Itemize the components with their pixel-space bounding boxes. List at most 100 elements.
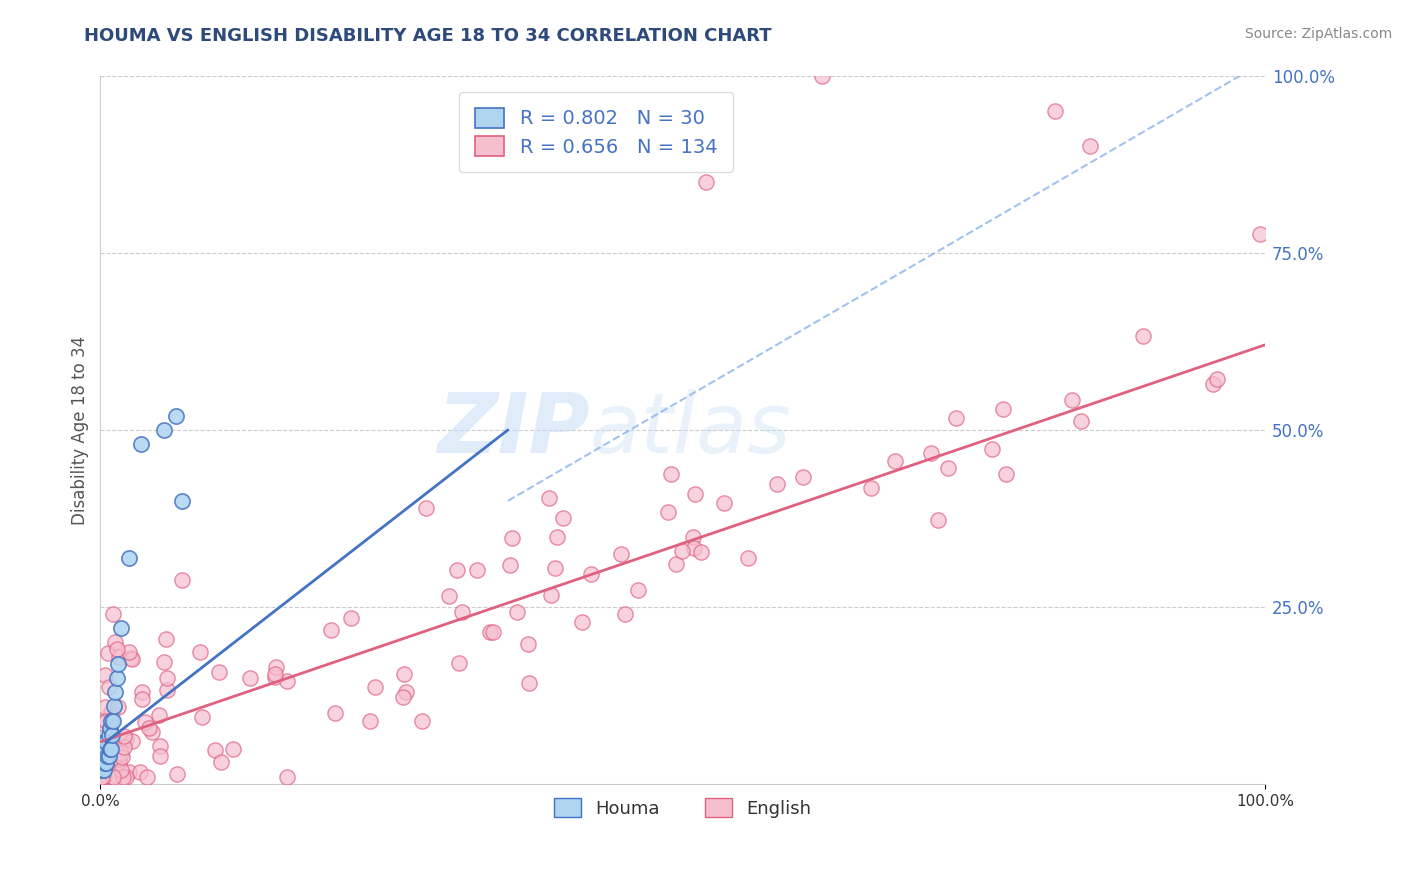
Point: [94, 714, 117, 728]
Point: [100, 742, 122, 756]
Point: [110, 750, 132, 764]
Point: [131, 691, 153, 706]
Point: [108, 755, 131, 769]
Point: [101, 728, 124, 742]
Point: [90, 764, 112, 778]
Point: [540, 588, 562, 602]
Point: [107, 649, 129, 664]
Point: [446, 563, 468, 577]
Point: [981, 442, 1004, 457]
Point: [104, 635, 127, 649]
Point: [141, 724, 163, 739]
Point: [104, 744, 127, 758]
Point: [93, 749, 115, 764]
Point: [945, 411, 967, 425]
Point: [134, 715, 156, 730]
Point: [98, 706, 121, 721]
Point: [101, 704, 124, 718]
Point: [364, 680, 387, 694]
Point: [264, 670, 287, 684]
Text: HOUMA VS ENGLISH DISABILITY AGE 18 TO 34 CORRELATION CHART: HOUMA VS ENGLISH DISABILITY AGE 18 TO 34…: [84, 27, 772, 45]
Point: [94, 700, 117, 714]
Point: [239, 671, 262, 685]
Point: [276, 770, 298, 784]
Point: [110, 746, 132, 760]
Point: [695, 175, 717, 189]
Point: [115, 770, 138, 784]
Point: [411, 714, 433, 729]
Point: [118, 764, 141, 779]
Point: [415, 500, 437, 515]
Point: [276, 674, 298, 689]
Point: [98, 680, 121, 694]
Point: [467, 563, 489, 577]
Point: [395, 684, 418, 698]
Point: [103, 699, 125, 714]
Point: [188, 645, 211, 659]
Y-axis label: Disability Age 18 to 34: Disability Age 18 to 34: [72, 335, 89, 524]
Point: [129, 764, 152, 779]
Point: [97, 728, 120, 742]
Point: [1070, 414, 1092, 428]
Point: [884, 454, 907, 468]
Point: [153, 423, 176, 437]
Point: [1205, 371, 1227, 385]
Text: ZIP: ZIP: [437, 390, 589, 470]
Point: [96, 735, 118, 749]
Point: [995, 467, 1018, 481]
Point: [325, 706, 347, 720]
Point: [222, 742, 245, 756]
Point: [101, 770, 124, 784]
Point: [110, 763, 132, 777]
Point: [104, 685, 127, 699]
Point: [204, 742, 226, 756]
Point: [860, 481, 883, 495]
Point: [93, 764, 115, 778]
Point: [90, 770, 112, 784]
Point: [98, 742, 121, 756]
Point: [172, 573, 194, 587]
Point: [115, 732, 138, 747]
Point: [191, 710, 214, 724]
Point: [264, 660, 287, 674]
Point: [91, 756, 114, 771]
Point: [155, 632, 177, 646]
Point: [121, 734, 143, 748]
Point: [1249, 227, 1271, 242]
Text: Source: ZipAtlas.com: Source: ZipAtlas.com: [1244, 27, 1392, 41]
Point: [207, 665, 229, 680]
Point: [94, 756, 117, 771]
Point: [546, 530, 568, 544]
Point: [118, 550, 141, 565]
Point: [108, 752, 131, 766]
Point: [148, 707, 170, 722]
Point: [156, 682, 179, 697]
Point: [506, 605, 529, 619]
Point: [682, 530, 704, 544]
Point: [657, 505, 679, 519]
Point: [153, 655, 176, 669]
Point: [107, 700, 129, 714]
Point: [627, 582, 650, 597]
Point: [517, 637, 540, 651]
Point: [170, 494, 193, 508]
Point: [936, 461, 959, 475]
Point: [131, 685, 153, 699]
Point: [481, 624, 503, 639]
Point: [264, 667, 287, 681]
Point: [97, 759, 120, 773]
Point: [93, 752, 115, 766]
Point: [112, 739, 135, 754]
Point: [97, 749, 120, 764]
Point: [120, 650, 142, 665]
Point: [1078, 139, 1101, 153]
Point: [765, 477, 787, 491]
Point: [544, 561, 567, 575]
Point: [991, 401, 1014, 416]
Point: [737, 551, 759, 566]
Point: [103, 607, 125, 621]
Point: [136, 770, 159, 784]
Point: [581, 567, 603, 582]
Point: [392, 690, 415, 705]
Point: [110, 622, 132, 636]
